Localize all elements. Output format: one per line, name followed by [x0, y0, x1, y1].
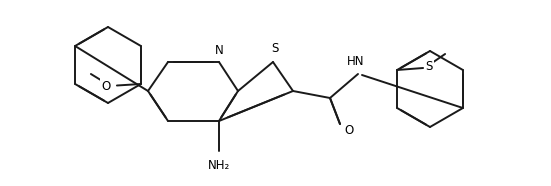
Text: O: O: [101, 79, 111, 92]
Text: O: O: [344, 124, 353, 137]
Text: S: S: [425, 60, 433, 73]
Text: N: N: [215, 44, 223, 57]
Text: HN: HN: [347, 55, 365, 68]
Text: NH₂: NH₂: [208, 159, 230, 172]
Text: S: S: [271, 42, 279, 55]
